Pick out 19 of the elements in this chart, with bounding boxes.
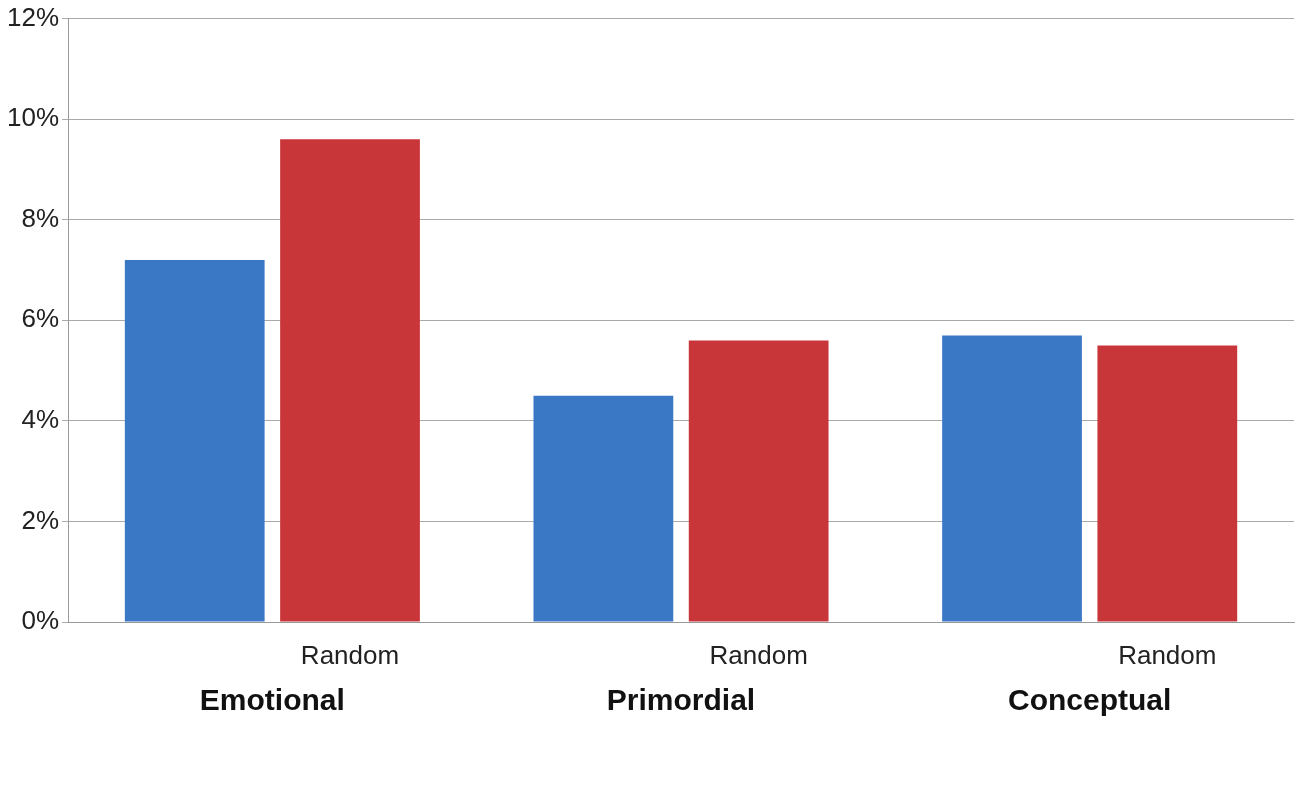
series-label: Random bbox=[300, 640, 400, 671]
text: Random bbox=[709, 640, 808, 671]
y-tick-label: 2% bbox=[21, 504, 60, 535]
bar bbox=[1097, 345, 1238, 622]
bar bbox=[533, 395, 674, 622]
bar bbox=[688, 340, 829, 622]
bar bbox=[124, 259, 265, 622]
bar bbox=[942, 335, 1082, 622]
bar bbox=[280, 139, 420, 622]
y-tick-label: 4% bbox=[21, 404, 60, 435]
y-tick-label: 6% bbox=[21, 303, 60, 334]
x-tick-label: Conceptual bbox=[1007, 683, 1172, 717]
y-tick-label: 12% bbox=[6, 1, 60, 32]
text: Random bbox=[1118, 640, 1217, 671]
x-tick-label: Emotional bbox=[199, 683, 345, 717]
y-tick-label: 0% bbox=[21, 605, 60, 636]
x-tick-label: Primordial bbox=[606, 683, 756, 717]
y-tick-label: 10% bbox=[6, 102, 60, 133]
y-tick-label: 8% bbox=[21, 202, 60, 233]
